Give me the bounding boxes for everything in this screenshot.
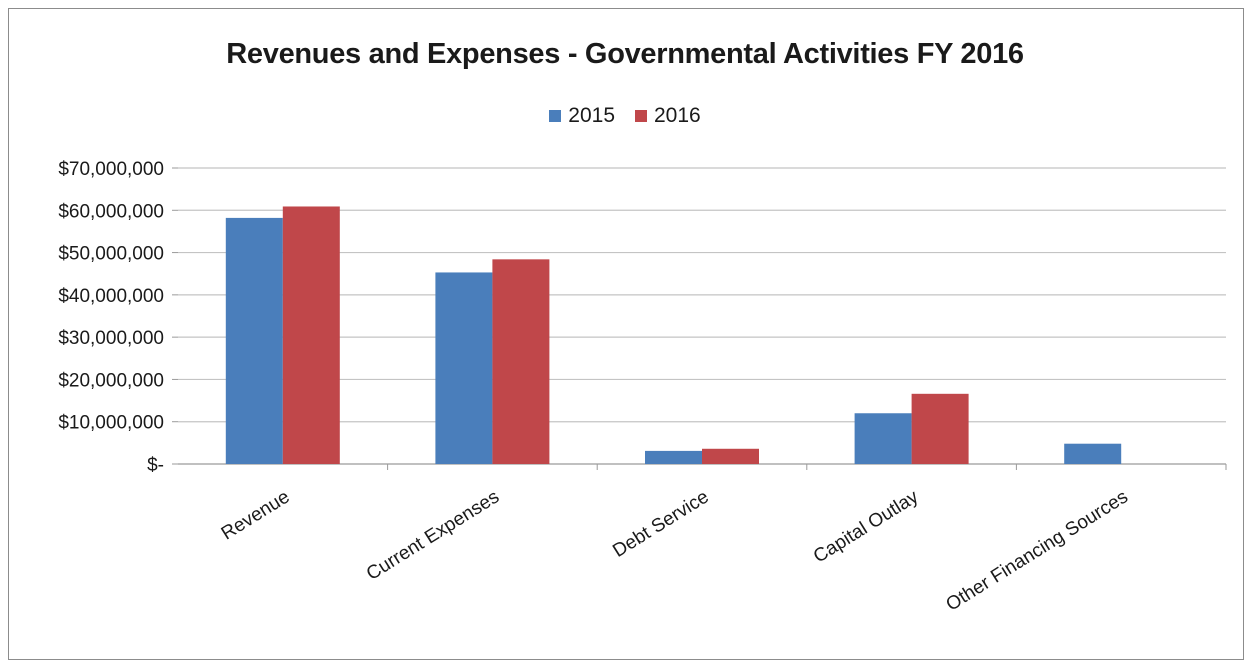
legend-item-2015: 2015	[549, 104, 615, 128]
legend-swatch-2016	[635, 110, 647, 122]
y-tick-label: $60,000,000	[58, 201, 164, 222]
bar-2016	[282, 206, 340, 465]
legend-label-2015: 2015	[568, 104, 615, 127]
legend-item-2016: 2016	[635, 104, 701, 128]
y-tick-label: $70,000,000	[58, 159, 164, 180]
legend-label-2016: 2016	[654, 104, 701, 127]
bar-2015	[645, 450, 702, 464]
bar-2016	[911, 393, 969, 464]
x-tick-label: Debt Service	[609, 486, 712, 561]
bar-2016	[492, 259, 550, 464]
bar-2015	[1064, 443, 1122, 464]
x-tick-label: Current Expenses	[363, 486, 503, 584]
x-tick-label: Other Financing Sources	[942, 486, 1131, 615]
bar-2015	[854, 413, 912, 464]
y-tick-label: $40,000,000	[58, 286, 164, 307]
bar-2015	[435, 272, 493, 464]
y-tick-label: $50,000,000	[58, 244, 164, 265]
chart-title: Revenues and Expenses - Governmental Act…	[226, 38, 1024, 70]
chart-frame	[8, 8, 1244, 660]
y-tick-label: $10,000,000	[58, 413, 164, 434]
bar-2015	[225, 217, 283, 464]
legend-swatch-2015	[549, 110, 562, 122]
legend: 2015 2016	[0, 104, 1250, 128]
x-tick-label: Capital Outlay	[810, 486, 923, 567]
y-tick-label: $20,000,000	[58, 370, 164, 391]
y-tick-label: $-	[147, 455, 164, 476]
x-tick-label: Revenue	[218, 486, 294, 544]
bar-2016	[702, 448, 759, 464]
y-tick-label: $30,000,000	[58, 328, 164, 349]
